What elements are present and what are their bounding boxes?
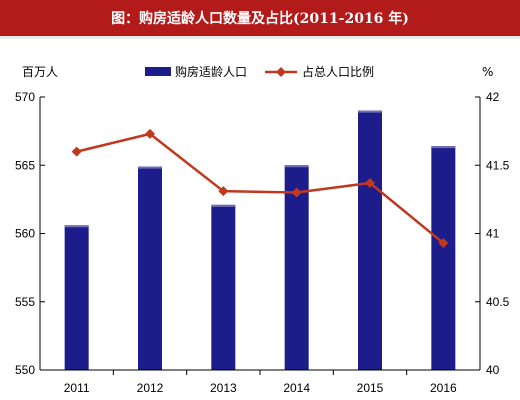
left-tick-label: 565	[15, 158, 35, 172]
right-tick-label: 40	[486, 363, 500, 377]
axes: 550 555 560 565 570 40 40.5 41 41.5 42 2011 2012 201…	[15, 90, 510, 395]
bar-2012	[138, 166, 162, 370]
chart-title: 图：购房适龄人口数量及占比(2011-2016 年)	[0, 0, 520, 36]
bar-cap-2015	[358, 110, 382, 113]
ratio-point-2011	[71, 146, 82, 157]
x-tick-label: 2011	[64, 381, 90, 395]
bar-2013	[211, 204, 236, 370]
left-tick-label: 550	[15, 363, 35, 377]
ratio-line	[76, 132, 445, 245]
left-tick-label: 555	[15, 295, 35, 309]
x-tick-label: 2015	[357, 381, 384, 395]
title-divider	[0, 36, 520, 39]
x-tick-label: 2012	[137, 381, 164, 395]
bar-2016	[431, 146, 456, 370]
bar-series	[64, 110, 456, 371]
bar-cap-2011	[64, 225, 89, 228]
left-tick-label: 560	[15, 227, 35, 241]
left-tick-label: 570	[15, 90, 35, 104]
bar-2014	[284, 165, 309, 370]
x-tick-label: 2014	[283, 381, 310, 395]
legend-bar-label: 购房适龄人口	[175, 64, 247, 79]
line-series	[71, 128, 449, 249]
right-tick-label: 40.5	[486, 295, 510, 309]
legend: 购房适龄人口 占总人口比例	[145, 64, 374, 79]
bar-cap-2013	[211, 204, 236, 207]
bar-cap-2012	[138, 166, 162, 169]
legend-line-label: 占总人口比例	[302, 64, 374, 79]
legend-bar-swatch	[145, 67, 171, 76]
x-tick-label: 2016	[430, 381, 457, 395]
ratio-point-2014	[291, 187, 302, 198]
right-tick-label: 41.5	[486, 158, 510, 172]
left-axis-unit: 百万人	[22, 65, 58, 79]
bar-cap-2014	[284, 165, 309, 168]
ratio-point-2016	[438, 238, 449, 249]
legend-line-marker	[276, 67, 286, 77]
ratio-point-2013	[218, 186, 229, 197]
right-tick-label: 42	[486, 90, 500, 104]
bar-2011	[64, 225, 89, 370]
x-tick-label: 2013	[210, 381, 237, 395]
right-axis-unit: %	[482, 65, 493, 79]
bar-2015	[358, 110, 382, 371]
bar-cap-2016	[431, 146, 456, 149]
ratio-point-2015	[365, 177, 375, 188]
ratio-point-2012	[145, 128, 155, 139]
right-tick-label: 41	[486, 227, 500, 241]
